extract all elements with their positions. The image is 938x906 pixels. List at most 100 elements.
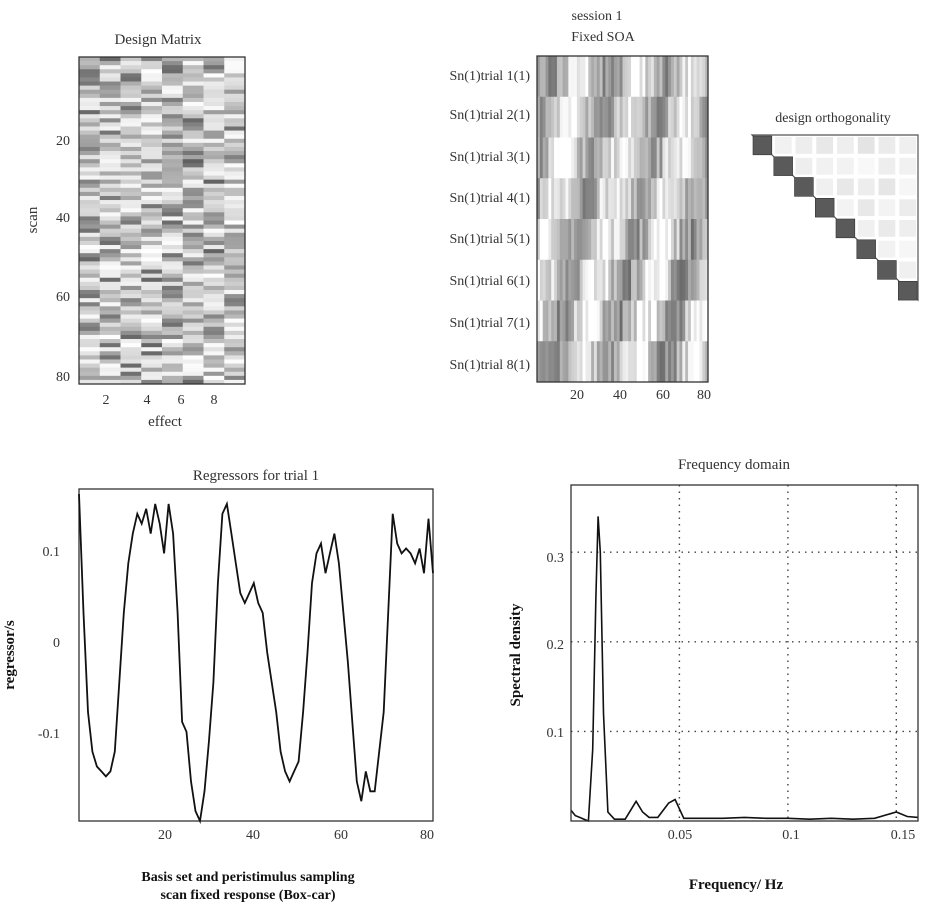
session-cell (690, 259, 695, 301)
design-matrix-cell (162, 138, 184, 144)
session-cell (582, 56, 586, 98)
session-cell (551, 341, 555, 383)
design-matrix-cell (162, 281, 184, 287)
design-matrix-cell (99, 118, 121, 123)
design-matrix-cell (162, 69, 184, 74)
session-cell (616, 300, 620, 342)
session-cell (651, 137, 655, 179)
design-matrix-cell (203, 65, 225, 70)
session-cell (651, 259, 655, 301)
design-matrix-cell (99, 151, 121, 156)
session-cell (571, 341, 575, 383)
session-cell (662, 341, 666, 383)
session-cell (619, 56, 623, 98)
session-cell (679, 259, 683, 301)
design-matrix-cell (79, 351, 101, 356)
session-frame (536, 55, 709, 383)
session-cell (625, 259, 629, 301)
orthogonality-diagonal-cell (752, 135, 773, 156)
design-matrix-cell (224, 61, 246, 66)
design-matrix-cell (141, 81, 163, 86)
design-matrix-cell (162, 310, 184, 315)
session-cell (599, 219, 603, 261)
session-cell (633, 219, 638, 261)
session-cell (611, 341, 615, 383)
dm-xtick-2: 2 (103, 393, 110, 408)
session-cell (585, 96, 589, 138)
design-matrix-cell (141, 326, 163, 332)
freq-ytick-0.3: 0.3 (547, 551, 565, 566)
session-cell (676, 219, 680, 261)
design-matrix-cell (162, 114, 184, 119)
design-matrix-cell (182, 204, 204, 209)
design-matrix-cell (99, 163, 121, 168)
session-cell (628, 259, 632, 301)
orthogonality-cell (837, 157, 854, 175)
design-matrix-cell (99, 81, 121, 86)
design-matrix-cell (141, 163, 163, 168)
design-matrix-cell (162, 269, 184, 274)
session-cell (659, 341, 663, 383)
session-cell (599, 300, 603, 342)
session-cell (679, 56, 683, 98)
session-row-label: Sn(1)trial 5(1) (450, 232, 531, 247)
design-matrix-cell (162, 183, 184, 189)
regressors-ylabel: regressor/s (2, 620, 18, 690)
session-cell (665, 56, 669, 98)
design-matrix-cell (224, 195, 246, 201)
session-cell (693, 300, 697, 342)
session-cell (596, 137, 600, 179)
design-matrix-cell (79, 114, 101, 119)
design-matrix-cell (141, 343, 163, 348)
design-matrix-cell (79, 138, 101, 144)
session-cell (651, 219, 655, 261)
session-cell (613, 259, 618, 301)
session-cell (562, 341, 566, 383)
design-matrix-cell (120, 314, 142, 319)
session-cell (556, 137, 561, 179)
dm-ytick-20: 20 (56, 134, 70, 149)
session-cell (565, 300, 569, 342)
session-cell (616, 341, 620, 383)
design-matrix-cell (162, 326, 184, 332)
orthogonality-cell (899, 137, 917, 154)
design-matrix-cell (99, 277, 121, 283)
design-matrix-cell (182, 343, 204, 348)
design-matrix-cell (120, 110, 142, 115)
design-matrix-cell (141, 318, 163, 323)
session-cell (605, 56, 609, 98)
design-matrix-cell (120, 204, 142, 209)
session-cell (670, 300, 675, 342)
design-matrix-cell (141, 310, 163, 315)
design-matrix-cell (162, 339, 184, 344)
frequency-frame (570, 484, 919, 822)
design-matrix-cell (203, 273, 225, 279)
design-matrix-cell (79, 175, 101, 180)
session-cell (685, 300, 689, 342)
orthogonality-cell (816, 137, 834, 154)
design-matrix-cell (99, 57, 121, 62)
design-matrix-cell (203, 367, 225, 373)
session-cell (619, 259, 623, 301)
session-cell (596, 96, 600, 138)
session-cell (696, 96, 700, 138)
design-matrix-cell (141, 359, 163, 364)
session-cell (539, 56, 543, 98)
session-cell (653, 259, 657, 301)
design-matrix-cell (79, 77, 101, 82)
session-cell (656, 219, 660, 261)
design-matrix-cell (224, 167, 246, 172)
orthogonality-cell (899, 220, 917, 237)
design-matrix-cell (141, 89, 163, 95)
design-matrix-cell (120, 253, 142, 258)
design-matrix-cell (203, 130, 225, 135)
design-matrix-cell (99, 155, 121, 160)
design-matrix-cell (120, 281, 142, 287)
design-matrix-cell (162, 375, 184, 381)
session-cell (662, 300, 666, 342)
session-cell (705, 137, 709, 179)
design-matrix-cell (141, 306, 163, 311)
session-panel: session 1 Fixed SOA Sn(1)trial 1(1) Sn(1… (450, 9, 711, 403)
session-xticks: 20 40 60 80 (570, 388, 711, 403)
design-matrix-cell (141, 334, 163, 340)
